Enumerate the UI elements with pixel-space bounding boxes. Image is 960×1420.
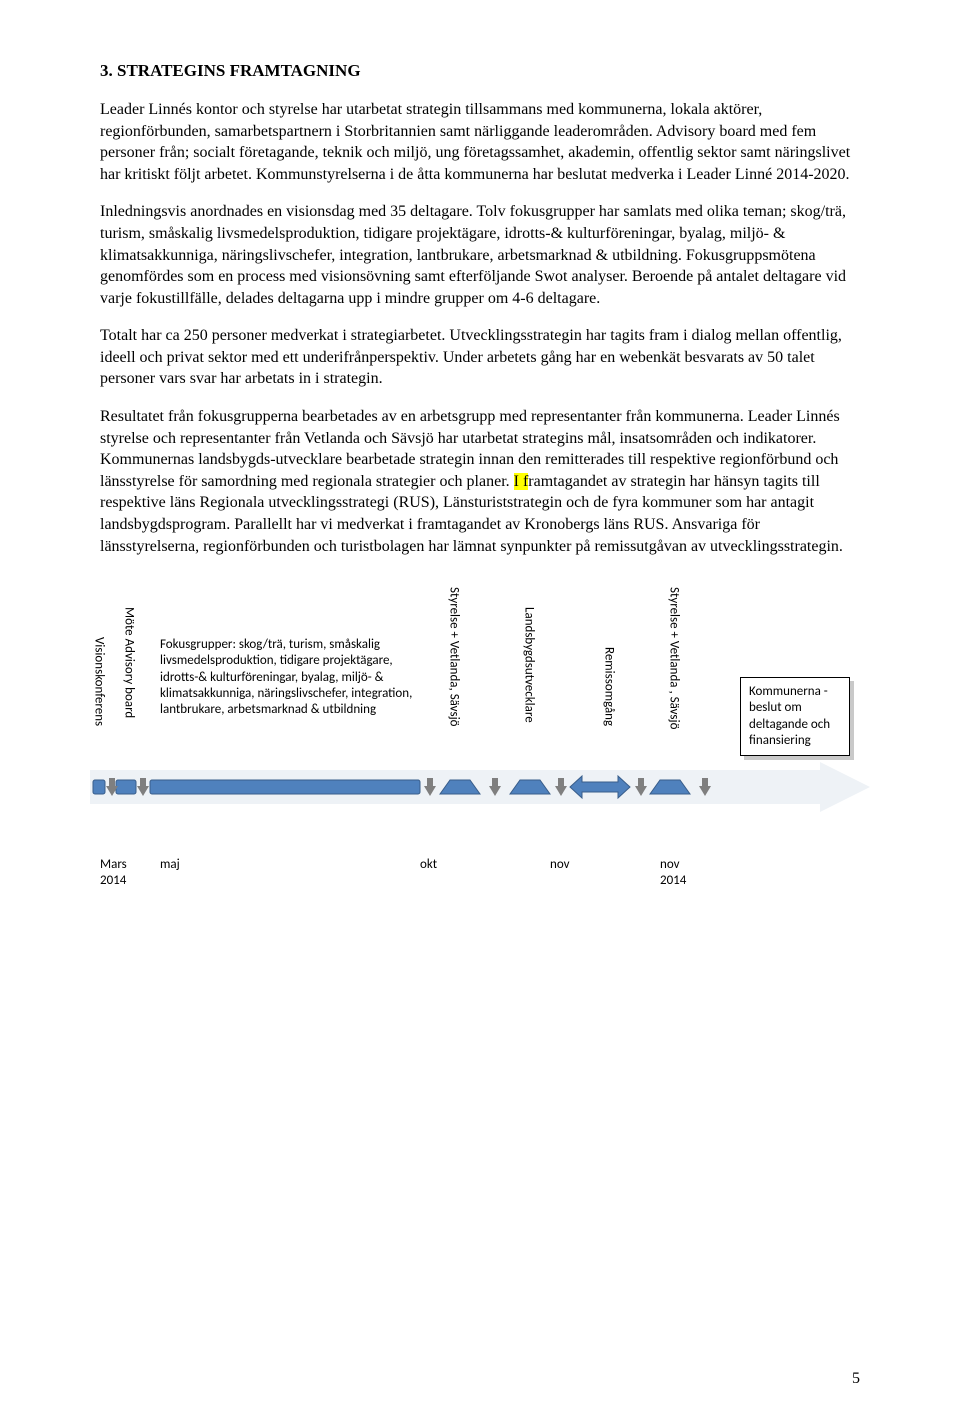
timeline-bottom: 2014 [100, 873, 126, 888]
label-styrelse-2: Styrelse + Vetlanda , Sävsjö [665, 587, 683, 729]
label-advisory-board: Möte Advisory board [120, 607, 138, 718]
label-visionskonferens: Visionskonferens [90, 637, 108, 726]
label-styrelse-1: Styrelse + Vetlanda, Sävsjö [445, 587, 463, 727]
timeline-top: okt [420, 857, 437, 872]
section-heading: 3. STRATEGINS FRAMTAGNING [100, 60, 860, 83]
timeline: Mars 2014 maj okt nov nov 2014 [100, 857, 860, 897]
timeline-top: maj [160, 857, 180, 872]
process-diagram: Visionskonferens Möte Advisory board Fok… [100, 587, 860, 847]
label-landsbygd: Landsbygdsutvecklare [520, 607, 538, 723]
kommun-box: Kommunerna - beslut om deltagande och fi… [740, 677, 850, 756]
label-fokusgrupper: Fokusgrupper: skog/trä, turism, småskali… [160, 637, 420, 718]
timeline-top: Mars [100, 857, 127, 872]
paragraph-4: Resultatet från fokusgrupperna bearbetad… [100, 406, 860, 557]
paragraph-2: Inledningsvis anordnades en visionsdag m… [100, 201, 860, 309]
timeline-item: nov [550, 857, 570, 873]
timeline-top: nov [550, 857, 570, 872]
timeline-item: maj [160, 857, 180, 873]
timeline-item: okt [420, 857, 437, 873]
timeline-item: nov 2014 [660, 857, 686, 888]
page-number: 5 [852, 1368, 860, 1390]
paragraph-1: Leader Linnés kontor och styrelse har ut… [100, 99, 860, 185]
paragraph-3: Totalt har ca 250 personer medverkat i s… [100, 325, 860, 390]
timeline-item: Mars 2014 [100, 857, 127, 888]
arrow-band [90, 762, 870, 812]
highlighted-text: I f [514, 473, 529, 490]
timeline-top: nov [660, 857, 680, 872]
label-remiss: Remissomgång [600, 647, 618, 726]
timeline-bottom: 2014 [660, 873, 686, 888]
